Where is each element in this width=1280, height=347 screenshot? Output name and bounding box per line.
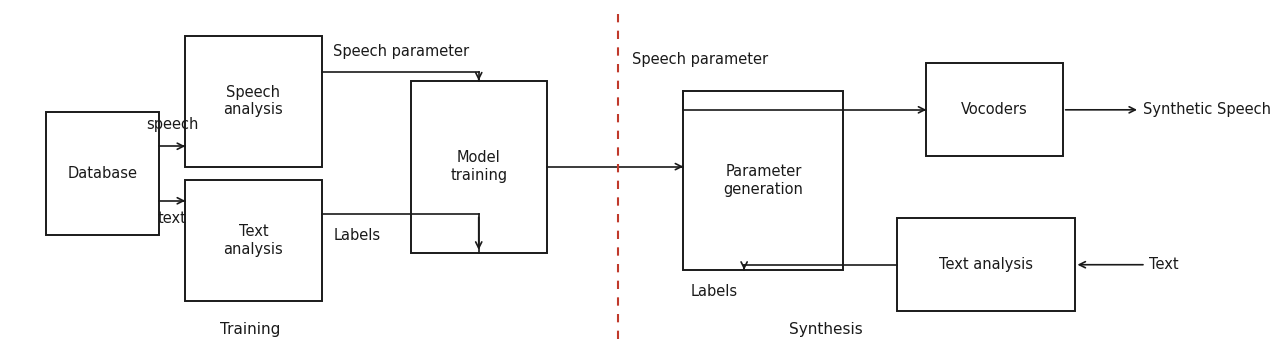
Bar (684, 91, 844, 270)
Text: Vocoders: Vocoders (961, 102, 1028, 117)
Text: Parameter
generation: Parameter generation (723, 164, 804, 197)
Text: Training: Training (220, 322, 280, 337)
Text: Speech parameter: Speech parameter (632, 52, 768, 67)
Text: speech: speech (146, 118, 198, 133)
Bar (927, 64, 1062, 156)
Bar (46, 111, 159, 236)
Text: Model
training: Model training (451, 150, 507, 183)
Bar (186, 36, 321, 167)
Text: Synthetic Speech: Synthetic Speech (1143, 102, 1271, 117)
Text: Text
analysis: Text analysis (224, 225, 283, 257)
Bar (411, 81, 547, 253)
Text: Labels: Labels (334, 228, 380, 243)
Text: Labels: Labels (691, 283, 739, 299)
Text: Speech parameter: Speech parameter (334, 44, 470, 59)
Text: Speech
analysis: Speech analysis (224, 85, 283, 117)
Text: Database: Database (68, 166, 138, 181)
Text: Synthesis: Synthesis (788, 322, 863, 337)
Bar (186, 180, 321, 301)
Text: Text: Text (1149, 257, 1179, 272)
Text: Text analysis: Text analysis (938, 257, 1033, 272)
Bar (897, 218, 1075, 311)
Text: text: text (157, 211, 187, 226)
